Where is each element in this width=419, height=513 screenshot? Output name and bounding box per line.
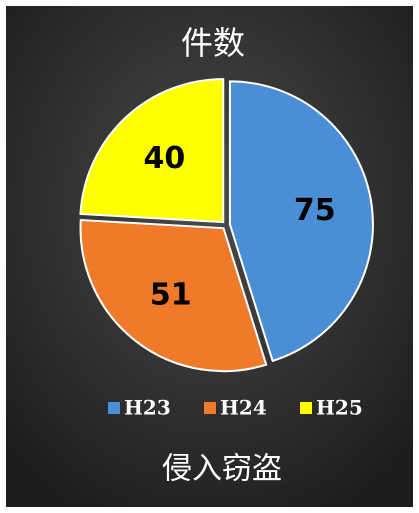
data-label: 40 [143, 141, 185, 176]
legend-swatch [204, 402, 216, 414]
legend-label: H23 [124, 396, 171, 420]
legend-label: H24 [220, 396, 267, 420]
legend-label: H25 [316, 396, 363, 420]
legend-swatch [108, 402, 120, 414]
pie-slice [79, 78, 225, 224]
chart-title: 件数 [181, 24, 245, 62]
pie-slice [79, 218, 268, 373]
pie-slice [228, 80, 374, 363]
chart-caption: 侵入窃盗 [162, 452, 282, 487]
data-label: 51 [150, 277, 192, 312]
legend-swatch [300, 402, 312, 414]
data-label: 75 [294, 193, 336, 228]
